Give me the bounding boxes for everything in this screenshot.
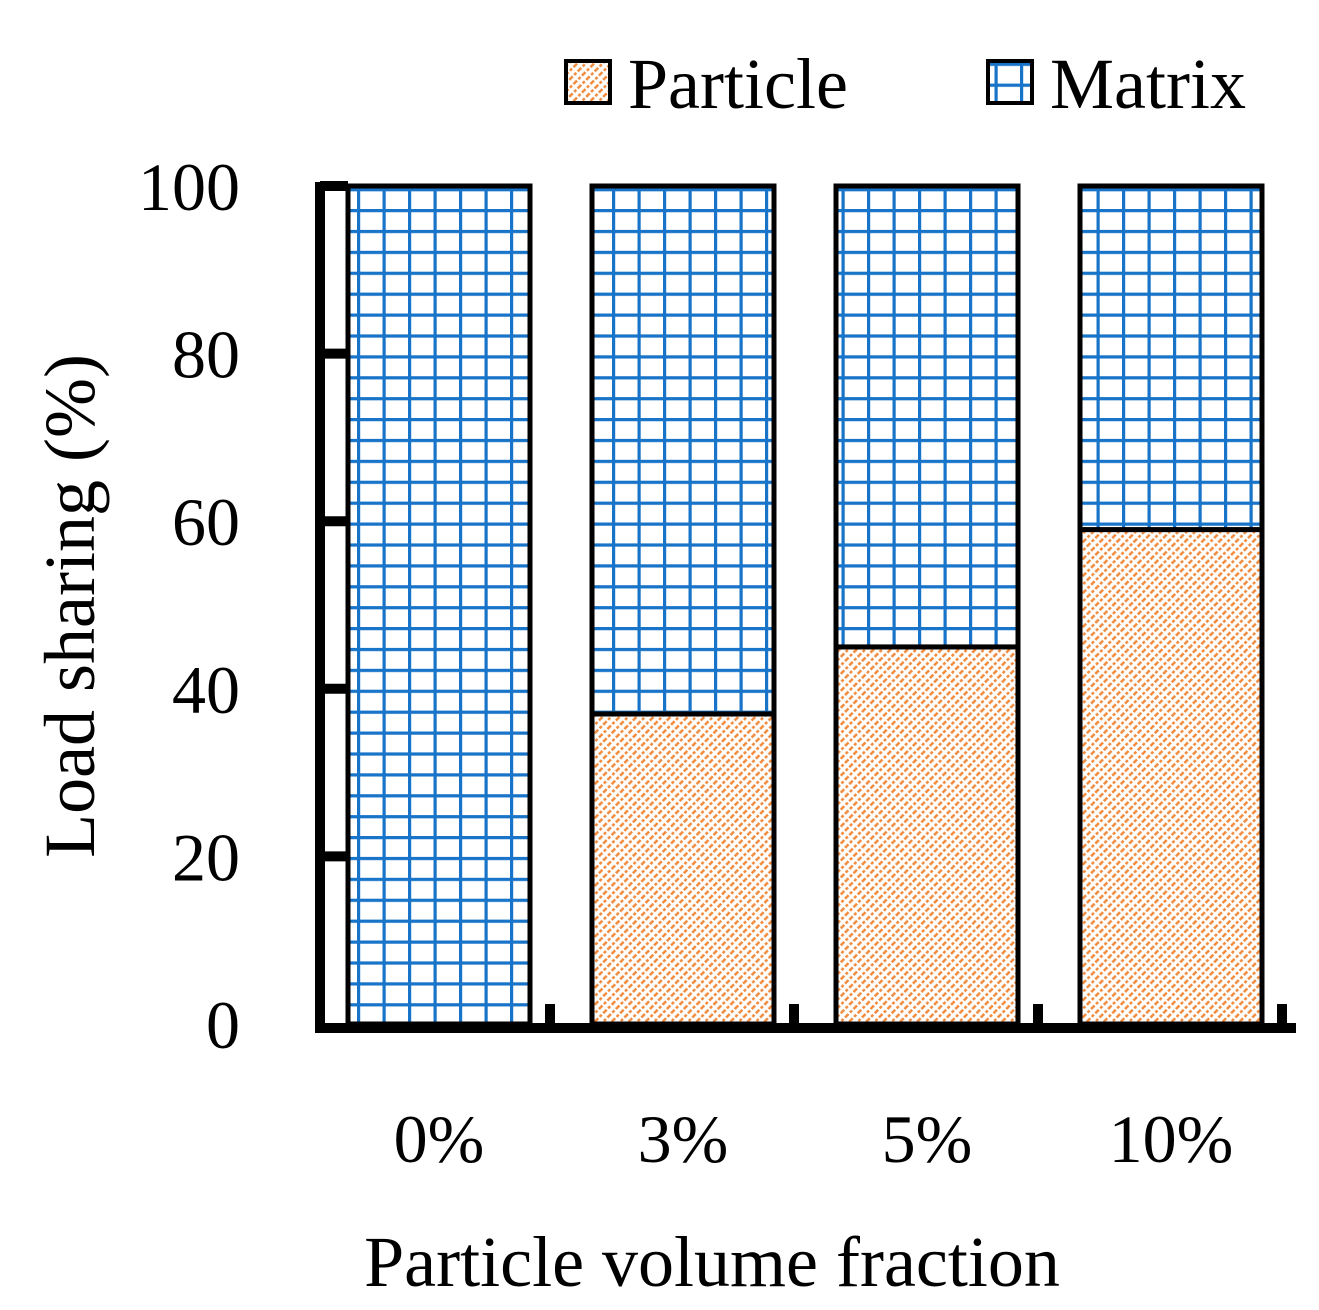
y-tick-label-80: 80 bbox=[172, 317, 240, 393]
bar-matrix-10 bbox=[1077, 183, 1265, 533]
bar-matrix-3 bbox=[589, 183, 777, 717]
y-tick-label-60: 60 bbox=[172, 484, 240, 560]
bar-particle-10 bbox=[1077, 527, 1265, 1027]
x-tick-label-3: 3% bbox=[638, 1101, 729, 1177]
bars-group bbox=[345, 183, 1265, 1027]
axes-group bbox=[315, 181, 1296, 1033]
legend: Particle Matrix bbox=[564, 44, 1246, 124]
legend-swatch-particle bbox=[564, 59, 612, 105]
y-tick-label-40: 40 bbox=[172, 652, 240, 728]
y-axis-title: Load sharing (%) bbox=[30, 354, 110, 858]
y-tick-label-100: 100 bbox=[138, 149, 240, 225]
x-tick-label-10: 10% bbox=[1109, 1101, 1234, 1177]
x-axis-title: Particle volume fraction bbox=[364, 1222, 1060, 1302]
labels-group: 0 20 40 60 80 100 0% 3% 5% 10% Particle volume fra… bbox=[30, 149, 1233, 1302]
legend-swatch-matrix bbox=[986, 59, 1034, 105]
bar-matrix-0 bbox=[345, 183, 533, 1027]
bar-matrix-5 bbox=[833, 183, 1021, 650]
y-tick-label-20: 20 bbox=[172, 819, 240, 895]
legend-label-matrix: Matrix bbox=[1050, 44, 1246, 124]
x-tick-label-5: 5% bbox=[882, 1101, 973, 1177]
y-tick-label-0: 0 bbox=[206, 987, 240, 1063]
x-tick-label-0: 0% bbox=[394, 1101, 485, 1177]
bar-particle-3 bbox=[589, 711, 777, 1027]
bar-particle-5 bbox=[833, 644, 1021, 1027]
legend-label-particle: Particle bbox=[628, 44, 848, 124]
